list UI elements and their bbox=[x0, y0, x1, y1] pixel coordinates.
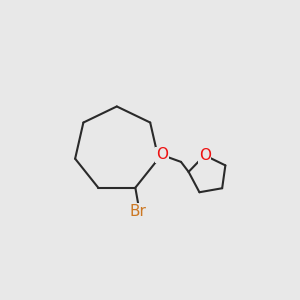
Text: Br: Br bbox=[130, 204, 147, 219]
Text: O: O bbox=[156, 148, 168, 163]
Text: O: O bbox=[199, 148, 211, 163]
